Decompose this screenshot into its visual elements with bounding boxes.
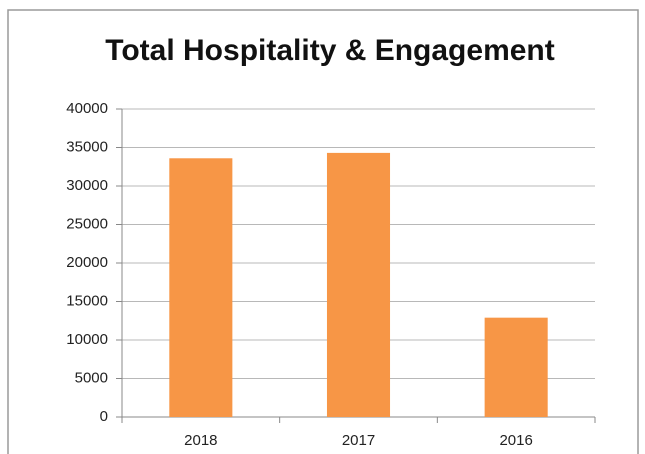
y-tick-label: 35000 bbox=[66, 138, 108, 155]
y-tick-label: 30000 bbox=[66, 177, 108, 194]
x-tick-label: 2018 bbox=[184, 432, 217, 449]
chart-title: Total Hospitality & Engagement bbox=[105, 34, 555, 67]
x-tick-label: 2016 bbox=[499, 432, 532, 449]
y-tick-label: 40000 bbox=[66, 100, 108, 117]
y-tick-label: 15000 bbox=[66, 292, 108, 309]
y-tick-label: 5000 bbox=[75, 369, 108, 386]
y-tick-label: 10000 bbox=[66, 331, 108, 348]
y-tick-label: 20000 bbox=[66, 254, 108, 271]
bar bbox=[326, 152, 391, 417]
y-tick-label: 0 bbox=[100, 408, 108, 425]
x-tick-label: 2017 bbox=[342, 432, 375, 449]
bar bbox=[169, 158, 233, 417]
y-tick-label: 25000 bbox=[66, 215, 108, 232]
bar bbox=[484, 317, 548, 417]
